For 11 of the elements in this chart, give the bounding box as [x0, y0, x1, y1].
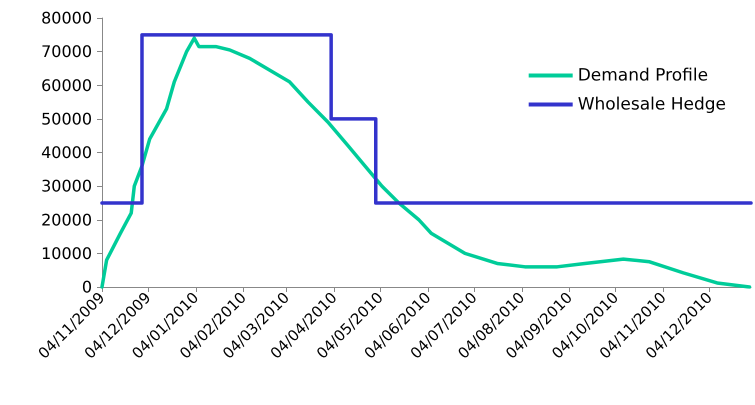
y-tick-label: 0: [82, 278, 92, 296]
y-tick-label: 80000: [41, 8, 92, 28]
y-tick-label: 40000: [41, 143, 92, 162]
y-tick-label: 30000: [41, 176, 92, 196]
y-tick-label: 10000: [41, 244, 92, 263]
y-tick-label: 70000: [41, 42, 92, 62]
y-tick-label: 20000: [41, 210, 92, 230]
y-tick-label: 50000: [41, 109, 92, 128]
legend-label: Wholesale Hedge: [578, 94, 726, 114]
legend-label: Demand Profile: [578, 66, 708, 86]
y-tick-label: 60000: [41, 76, 92, 95]
